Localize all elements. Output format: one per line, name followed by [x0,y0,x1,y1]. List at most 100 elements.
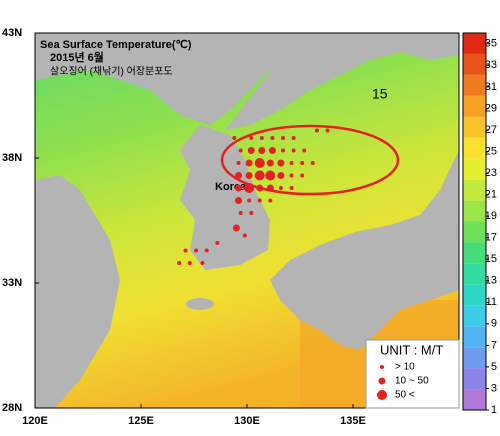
legend-label: > 10 [395,362,415,373]
catch-point [302,148,307,153]
lon-label: 130E [234,415,260,427]
catch-point [278,186,283,190]
colorbar-swatch [463,326,486,348]
colorbar-label: 27 [485,124,497,136]
catch-point [242,233,247,238]
catch-point [200,261,205,265]
contour-label: 15 [372,86,388,102]
catch-point [289,173,294,178]
colorbar-swatch [463,137,486,159]
catch-point [238,211,243,215]
lat-label: 28N [2,402,22,414]
colorbar-label: 7 [491,339,497,351]
colorbar-swatch [463,221,486,243]
map-subtitle: 살오징어 (채낚기) 어장분포도 [50,66,173,78]
catch-point [300,173,305,178]
catch-point [236,161,241,165]
catch-point [247,147,255,154]
fishing-ground-ellipse [220,124,400,196]
catch-point [268,198,273,203]
catch-point [266,184,274,192]
catch-point [310,161,315,165]
catch-point [277,159,285,167]
colorbar-swatch [463,368,486,390]
catch-point [245,172,253,179]
catch-point [259,136,264,140]
lon-label: 125E [128,415,154,427]
lon-label: 135E [340,415,366,427]
catch-point [183,248,188,253]
colorbar-swatch [463,53,486,75]
land-china [35,175,120,408]
colorbar-label: 1 [491,404,497,416]
lon-label: 120E [22,415,48,427]
catch-point [291,136,296,140]
catch-point [300,161,305,165]
catch-point [232,136,237,140]
catch-point [244,183,255,193]
colorbar-label: 11 [486,296,497,308]
catch-point [235,184,243,192]
colorbar-swatch [463,389,486,410]
catch-point [238,148,243,153]
colorbar-swatch [463,179,486,201]
land-jeju [186,298,214,310]
colorbar-swatch [463,116,486,138]
catch-point [249,211,254,215]
catch-point [289,161,294,165]
catch-point [232,224,240,232]
colorbar-label: 35 [485,38,497,50]
catch-point [258,147,266,154]
catch-point [265,170,276,181]
colorbar-swatch [463,242,486,264]
land-korea [180,125,270,270]
land-japan [270,150,459,350]
catch-point [281,136,286,140]
catch-point [249,136,254,140]
catch-point [235,172,243,179]
catch-point [268,147,276,154]
legend-marker [378,377,386,385]
legend-label: 10 ~ 50 [395,376,429,387]
colorbar-label: 17 [485,232,497,244]
catch-point [281,148,286,153]
colorbar-swatch [463,95,486,117]
colorbar-swatch [463,200,486,222]
catch-point [235,197,243,204]
lat-label: 43N [2,27,22,39]
legend-marker [377,390,387,400]
colorbar-swatch [463,158,486,180]
catch-point [277,172,285,179]
map-date: 2015년 6월 [50,50,104,64]
catch-point [177,261,182,265]
colorbar-label: 23 [485,167,497,179]
catch-point [289,186,294,190]
catch-point [266,159,274,167]
colorbar-swatch [463,263,486,285]
catch-point [254,158,265,168]
catch-point [270,136,275,140]
colorbar-label: 5 [491,361,497,373]
catch-point [291,148,296,153]
land-russia [225,33,459,130]
map-title: Sea Surface Temperature(℃) [40,39,192,51]
colorbar-frame [462,32,487,411]
catch-point [254,170,265,181]
colorbar-swatch [463,305,486,327]
legend-label: 50 < [395,390,415,401]
catch-point [204,248,209,253]
catch-point [257,198,262,203]
colorbar-label: 31 [485,81,497,93]
colorbar-label: 25 [485,145,497,157]
colorbar-swatch [463,347,486,369]
legend: UNIT : M/T [365,339,460,409]
colorbar-label: 21 [485,188,497,200]
lat-label: 38N [2,152,22,164]
legend-title: UNIT : M/T [380,342,443,357]
legend-marker [380,365,384,369]
colorbar-label: 15 [485,253,497,265]
colorbar-label: 13 [485,275,497,287]
catch-point [194,248,199,253]
colorbar-label: 33 [485,59,497,71]
